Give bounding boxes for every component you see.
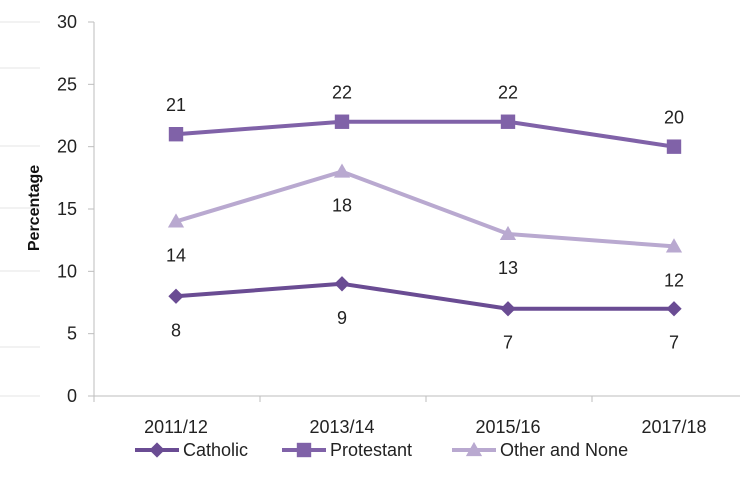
series-line xyxy=(175,119,675,149)
series-protestant xyxy=(168,114,682,154)
data-label: 13 xyxy=(498,258,518,278)
x-tick-label: 2017/18 xyxy=(641,417,706,437)
data-point xyxy=(666,139,682,154)
x-tick-label: 2013/14 xyxy=(309,417,374,437)
legend-label: Protestant xyxy=(330,440,412,460)
y-tick-label: 0 xyxy=(67,386,77,406)
data-point xyxy=(334,114,350,129)
y-tick-label: 5 xyxy=(67,324,77,344)
legend-item-other-and-none: Other and None xyxy=(452,440,628,460)
x-tick-label: 2015/16 xyxy=(475,417,540,437)
y-tick-label: 10 xyxy=(57,261,77,281)
legend: Catholic Protestant Other and None xyxy=(135,440,628,460)
y-tick-label: 15 xyxy=(57,199,77,219)
legend-label: Other and None xyxy=(500,440,628,460)
data-label: 14 xyxy=(166,245,186,265)
data-label: 22 xyxy=(332,83,352,103)
data-labels: 14 18 13 12 8 9 7 7 21 22 22 20 xyxy=(166,83,684,353)
legend-label: Catholic xyxy=(183,440,248,460)
data-point xyxy=(168,288,184,304)
x-axis: 2011/12 2013/14 2015/16 2017/18 xyxy=(93,395,740,437)
data-point xyxy=(167,213,185,228)
data-point xyxy=(500,114,516,129)
y-tick-label: 25 xyxy=(57,74,77,94)
data-label: 9 xyxy=(337,308,347,328)
legend-marker xyxy=(296,442,312,458)
data-point xyxy=(666,301,682,317)
data-label: 7 xyxy=(503,333,513,353)
data-label: 20 xyxy=(664,108,684,128)
y-axis-title: Percentage xyxy=(26,165,43,251)
data-point xyxy=(665,238,683,253)
data-label: 8 xyxy=(171,320,181,340)
series-layer xyxy=(167,114,683,317)
series-catholic xyxy=(168,276,682,317)
series-line xyxy=(175,169,675,249)
data-point xyxy=(168,127,184,142)
y-tick-label: 20 xyxy=(57,137,77,157)
series-line xyxy=(175,281,674,311)
y-tick-label: 30 xyxy=(57,12,77,32)
series-other-and-none xyxy=(167,163,683,253)
legend-item-catholic: Catholic xyxy=(135,440,248,460)
data-point xyxy=(334,276,350,292)
data-point xyxy=(499,225,517,241)
legend-marker xyxy=(149,442,165,458)
data-label: 12 xyxy=(664,270,684,290)
legend-item-protestant: Protestant xyxy=(282,440,412,460)
data-label: 18 xyxy=(332,196,352,216)
data-label: 22 xyxy=(498,83,518,103)
x-tick-label: 2011/12 xyxy=(144,417,208,437)
data-point xyxy=(333,163,351,178)
data-point xyxy=(500,301,516,317)
data-label: 7 xyxy=(669,333,679,353)
data-label: 21 xyxy=(166,95,186,115)
legend-marker xyxy=(465,441,483,457)
y-axis: 0 5 10 15 20 25 30 xyxy=(57,12,95,406)
left-decorations xyxy=(0,21,40,397)
